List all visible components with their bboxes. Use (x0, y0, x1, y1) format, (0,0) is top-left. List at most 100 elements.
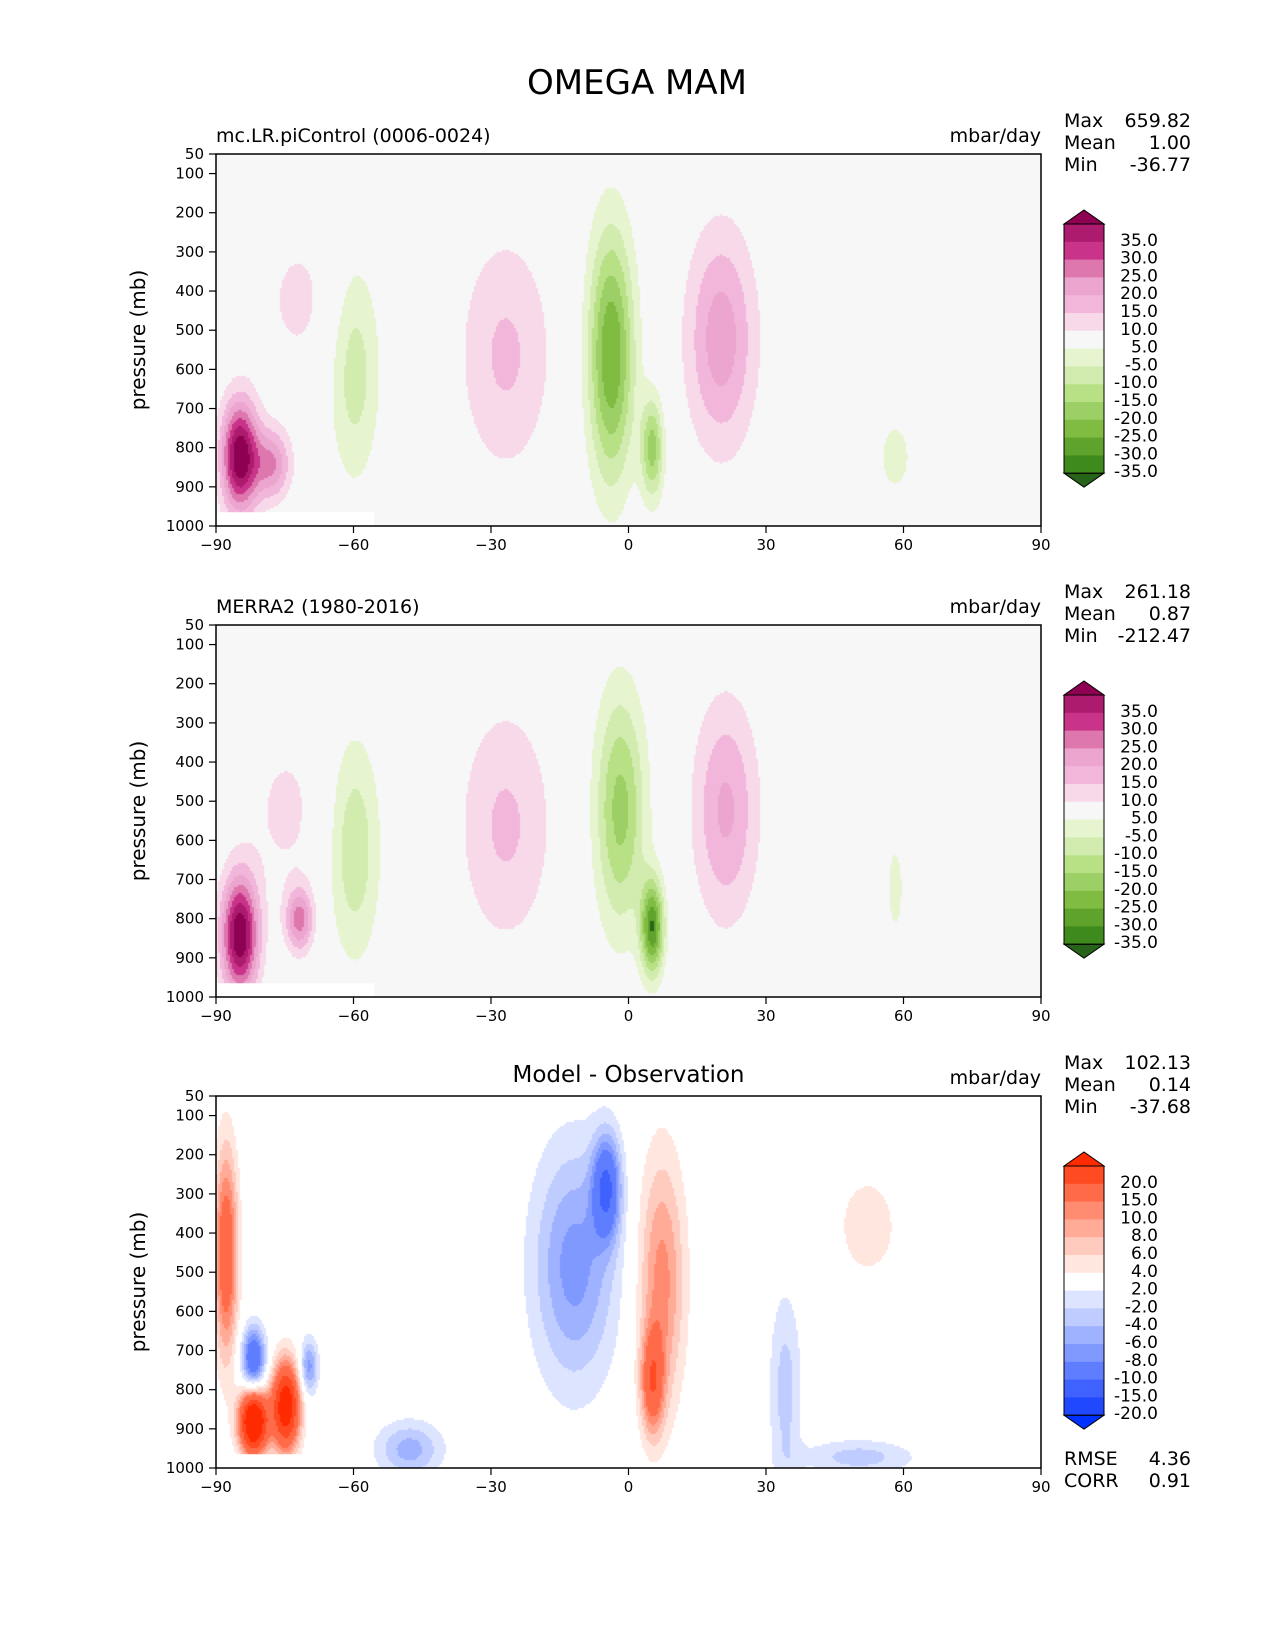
colorbar-tick-label: -15.0 (1114, 391, 1158, 411)
colorbar-tick-label: -20.0 (1114, 409, 1158, 429)
heatmap-field (216, 154, 1041, 526)
y-tick-label: 50 (185, 145, 204, 163)
colorbar-tick-label: 15.0 (1120, 1191, 1158, 1211)
x-tick-label: 30 (756, 1007, 775, 1025)
colorbar-tick-label: 5.0 (1131, 338, 1158, 358)
colorbar-swatch (1064, 784, 1104, 803)
colorbar-swatch (1064, 855, 1104, 874)
colorbar-tick-label: 35.0 (1120, 702, 1158, 722)
colorbar-tick-label: -20.0 (1114, 1404, 1158, 1424)
figure-title: OMEGA MAM (527, 63, 747, 103)
colorbar-swatch (1064, 1255, 1104, 1274)
colorbar-tick-label: 10.0 (1120, 320, 1158, 340)
x-tick-label: 0 (624, 1478, 634, 1496)
x-tick-label: −30 (475, 1478, 507, 1496)
colorbar-frame (1063, 223, 1105, 474)
stat-min-value: -36.77 (1130, 154, 1191, 176)
units-label: mbar/day (950, 596, 1041, 618)
x-tick-label: −60 (338, 1478, 370, 1496)
x-tick-label: −90 (200, 1478, 232, 1496)
colorbar-swatch (1064, 313, 1104, 332)
stat-min-value: -37.68 (1130, 1096, 1191, 1118)
panel-title: Model - Observation (512, 1062, 744, 1088)
colorbar-swatch (1064, 1397, 1104, 1416)
colorbar-swatch (1064, 295, 1104, 314)
colorbar-extend-max (1062, 209, 1106, 225)
colorbar-swatch (1064, 330, 1104, 349)
colorbar-swatch (1064, 1201, 1104, 1220)
y-tick-label: 500 (175, 321, 204, 339)
colorbar-tick-label: 35.0 (1120, 231, 1158, 251)
y-tick-label: 400 (175, 282, 204, 300)
stat-max-label: Max (1064, 581, 1103, 603)
stat-mean-value: 0.14 (1149, 1074, 1191, 1096)
x-tick-label: 60 (894, 1478, 913, 1496)
colorbar-tick-label: -25.0 (1114, 898, 1158, 918)
colorbar-swatch (1064, 1272, 1104, 1291)
y-axis-label: pressure (mb) (126, 741, 150, 882)
stat-mean-value: 1.00 (1149, 132, 1191, 154)
x-tick-label: −90 (200, 1007, 232, 1025)
colorbar-frame (1063, 1165, 1105, 1416)
colorbar-tick-label: -10.0 (1114, 844, 1158, 864)
y-tick-label: 1000 (166, 1459, 204, 1477)
colorbar-tick-label: -4.0 (1125, 1315, 1158, 1335)
y-tick-label: 300 (175, 714, 204, 732)
colorbar-swatch (1064, 1183, 1104, 1202)
x-tick-label: −90 (200, 536, 232, 554)
colorbar-swatch (1064, 908, 1104, 927)
colorbar-tick-label: -2.0 (1125, 1297, 1158, 1317)
heatmap-field (216, 625, 1041, 997)
x-tick-label: −30 (475, 536, 507, 554)
colorbar-swatch (1064, 348, 1104, 367)
colorbar-tick-label: -10.0 (1114, 1369, 1158, 1389)
y-axis-label: pressure (mb) (126, 1212, 150, 1353)
y-tick-label: 700 (175, 1342, 204, 1360)
missing-data-mask (216, 512, 375, 526)
colorbar-swatch (1064, 748, 1104, 767)
stat-min-label: Min (1064, 1096, 1098, 1118)
colorbar-tick-label: 5.0 (1131, 809, 1158, 829)
stat-min-value: -212.47 (1118, 625, 1191, 647)
colorbar-tick-label: -10.0 (1114, 373, 1158, 393)
colorbar-swatch (1064, 766, 1104, 785)
panel-label: MERRA2 (1980-2016) (216, 596, 420, 618)
colorbar-swatch (1064, 437, 1104, 456)
missing-data-mask (216, 1454, 375, 1468)
y-tick-label: 300 (175, 243, 204, 261)
stat-max-value: 102.13 (1125, 1052, 1191, 1074)
x-tick-label: 90 (1031, 1478, 1050, 1496)
colorbar-extend-max (1062, 680, 1106, 696)
colorbar-swatch (1064, 455, 1104, 474)
stat-max-label: Max (1064, 1052, 1103, 1074)
colorbar-tick-label: 4.0 (1131, 1262, 1158, 1282)
y-tick-label: 100 (175, 165, 204, 183)
x-tick-label: 90 (1031, 1007, 1050, 1025)
colorbar-tick-label: 8.0 (1131, 1226, 1158, 1246)
colorbar-swatch (1064, 277, 1104, 296)
colorbar-tick-label: -6.0 (1125, 1333, 1158, 1353)
colorbar-frame (1063, 694, 1105, 945)
colorbar-tick-label: -5.0 (1125, 826, 1158, 846)
colorbar-swatch (1064, 1308, 1104, 1327)
colorbar-tick-label: 10.0 (1120, 1208, 1158, 1228)
colorbar-swatch (1064, 801, 1104, 820)
x-tick-label: −60 (338, 1007, 370, 1025)
y-tick-label: 600 (175, 1302, 204, 1320)
colorbar-tick-label: 25.0 (1120, 737, 1158, 757)
stat-mean-value: 0.87 (1149, 603, 1191, 625)
stat-mean-label: Mean (1064, 603, 1116, 625)
y-tick-label: 900 (175, 949, 204, 967)
x-tick-label: −30 (475, 1007, 507, 1025)
colorbar-swatch (1064, 730, 1104, 749)
colorbar-swatch (1064, 1290, 1104, 1309)
colorbar-swatch (1064, 819, 1104, 838)
x-tick-label: 30 (756, 1478, 775, 1496)
colorbar-swatch (1064, 1219, 1104, 1238)
x-tick-label: 60 (894, 536, 913, 554)
y-tick-label: 800 (175, 439, 204, 457)
stat-corr-label: CORR (1064, 1470, 1119, 1492)
colorbar-extend-min (1062, 943, 1106, 959)
colorbar-swatch (1064, 241, 1104, 260)
colorbar-swatch (1064, 419, 1104, 438)
